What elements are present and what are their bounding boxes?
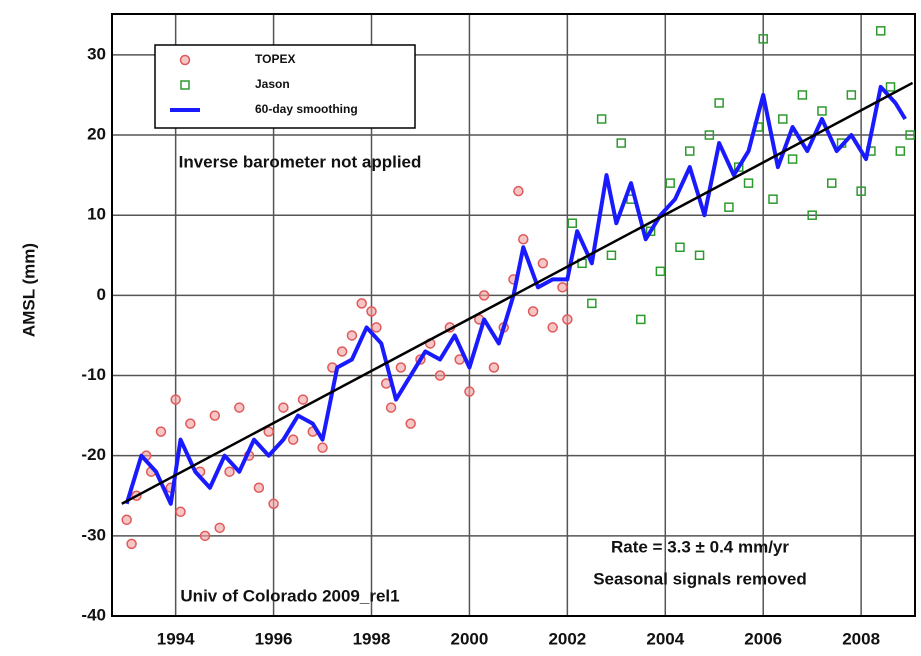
- x-tick-label: 2006: [744, 629, 782, 648]
- y-tick-label: -10: [81, 365, 106, 384]
- marker: [885, 82, 896, 92]
- marker: [714, 98, 724, 108]
- marker: [224, 466, 235, 477]
- legend-label: TOPEX: [255, 52, 295, 66]
- legend-label: 60-day smoothing: [255, 102, 358, 116]
- marker: [694, 250, 705, 261]
- marker: [846, 90, 857, 100]
- x-tick-label: 2002: [548, 629, 586, 648]
- marker: [297, 394, 309, 405]
- marker: [807, 210, 817, 220]
- marker: [385, 402, 397, 413]
- marker: [253, 482, 265, 493]
- marker: [199, 530, 211, 542]
- legend-swatch: [180, 80, 190, 90]
- marker: [587, 298, 597, 309]
- x-tick-label: 2000: [451, 629, 489, 648]
- x-tick-label: 1998: [353, 629, 391, 648]
- y-tick-label: 20: [87, 125, 106, 144]
- marker: [685, 146, 695, 156]
- y-axis-label: AMSL (mm): [19, 243, 38, 337]
- x-tick-label: 2008: [842, 629, 880, 648]
- marker: [263, 426, 274, 437]
- marker: [478, 290, 490, 301]
- y-tick-label: -30: [81, 525, 106, 544]
- marker: [126, 538, 137, 550]
- marker: [665, 178, 675, 188]
- marker: [537, 258, 549, 269]
- y-tick-label: -20: [81, 445, 106, 464]
- marker: [895, 146, 906, 156]
- marker: [234, 402, 245, 413]
- marker: [817, 106, 827, 116]
- marker: [547, 322, 558, 333]
- marker: [797, 90, 808, 100]
- marker: [346, 330, 358, 341]
- marker: [214, 522, 225, 534]
- y-tick-label: -40: [81, 605, 106, 624]
- marker: [616, 138, 626, 148]
- annotation: Seasonal signals removed: [593, 569, 807, 588]
- marker: [562, 314, 573, 325]
- marker: [758, 34, 768, 44]
- marker: [121, 514, 132, 526]
- x-tick-label: 1996: [255, 629, 293, 648]
- marker: [905, 130, 915, 140]
- marker: [768, 194, 778, 204]
- marker: [645, 226, 656, 236]
- marker: [567, 218, 578, 228]
- marker: [155, 426, 167, 437]
- marker: [557, 282, 568, 293]
- annotation: Univ of Colorado 2009_rel1: [180, 586, 399, 605]
- marker: [856, 186, 866, 196]
- marker: [733, 162, 744, 172]
- marker: [175, 506, 186, 518]
- marker: [185, 418, 196, 429]
- line: [121, 81, 914, 505]
- marker: [287, 434, 299, 445]
- marker: [336, 346, 348, 357]
- marker: [606, 250, 617, 261]
- y-tick-label: 10: [87, 205, 106, 224]
- marker: [268, 498, 279, 510]
- marker: [405, 418, 416, 429]
- marker: [170, 394, 181, 405]
- marker: [827, 178, 837, 188]
- legend-swatch: [179, 54, 191, 66]
- marker: [704, 130, 715, 140]
- x-tick-label: 2004: [646, 629, 684, 648]
- marker: [875, 26, 886, 36]
- marker: [356, 298, 367, 309]
- marker: [675, 242, 685, 253]
- marker: [488, 362, 500, 373]
- marker: [395, 362, 407, 373]
- legend-label: Jason: [255, 77, 290, 91]
- plot-frame: [111, 13, 916, 617]
- marker: [317, 442, 328, 453]
- marker: [655, 266, 666, 277]
- marker: [371, 322, 382, 333]
- marker: [518, 233, 529, 245]
- marker: [636, 314, 646, 325]
- marker: [278, 402, 289, 413]
- marker: [434, 370, 446, 381]
- marker: [527, 306, 539, 317]
- marker: [724, 202, 734, 212]
- marker: [366, 306, 377, 317]
- marker: [596, 114, 607, 124]
- annotation: Rate = 3.3 ± 0.4 mm/yr: [611, 537, 789, 556]
- marker: [787, 154, 798, 164]
- marker: [513, 185, 524, 197]
- marker: [464, 386, 475, 397]
- legend-box: [154, 44, 416, 129]
- x-tick-label: 1994: [157, 629, 195, 648]
- y-tick-label: 30: [87, 44, 106, 63]
- marker: [209, 410, 221, 421]
- marker: [778, 114, 788, 124]
- annotation: Inverse barometer not applied: [179, 152, 422, 171]
- y-tick-label: 0: [97, 285, 106, 304]
- marker: [743, 178, 754, 188]
